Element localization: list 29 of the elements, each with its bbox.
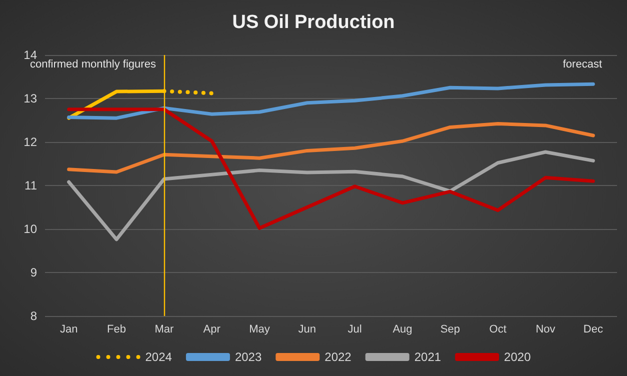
x-tick-label: Nov xyxy=(536,324,556,336)
y-tick-label: 8 xyxy=(30,309,38,323)
x-tick-label: Jun xyxy=(298,324,316,336)
legend-label: 2023 xyxy=(234,350,262,364)
y-tick-label: 9 xyxy=(30,266,38,280)
legend-label: 2021 xyxy=(414,350,442,364)
x-tick-label: Jan xyxy=(60,324,78,336)
x-tick-label: Oct xyxy=(489,324,506,336)
y-tick-label: 12 xyxy=(24,135,38,149)
y-tick-label: 11 xyxy=(24,178,38,192)
x-tick-label: Apr xyxy=(203,324,221,336)
x-tick-label: Feb xyxy=(107,324,126,336)
y-tick-label: 10 xyxy=(24,222,38,236)
legend-label: 2022 xyxy=(324,350,352,364)
x-tick-label: Jul xyxy=(348,324,362,336)
x-tick-label: Dec xyxy=(583,324,604,336)
y-tick-label: 13 xyxy=(24,92,38,106)
legend-label: 2024 xyxy=(145,350,172,364)
line-series xyxy=(67,150,595,242)
line-series xyxy=(67,82,595,120)
chart-title: US Oil Production xyxy=(232,12,395,33)
x-tick-label: Sep xyxy=(440,324,460,336)
line-series xyxy=(67,122,595,174)
x-tick-label: May xyxy=(249,324,270,336)
annotation: forecast xyxy=(562,58,602,70)
x-tick-label: Aug xyxy=(392,324,412,336)
line-series xyxy=(67,108,595,230)
legend-label: 2020 xyxy=(504,350,532,364)
x-tick-label: Mar xyxy=(154,324,174,336)
